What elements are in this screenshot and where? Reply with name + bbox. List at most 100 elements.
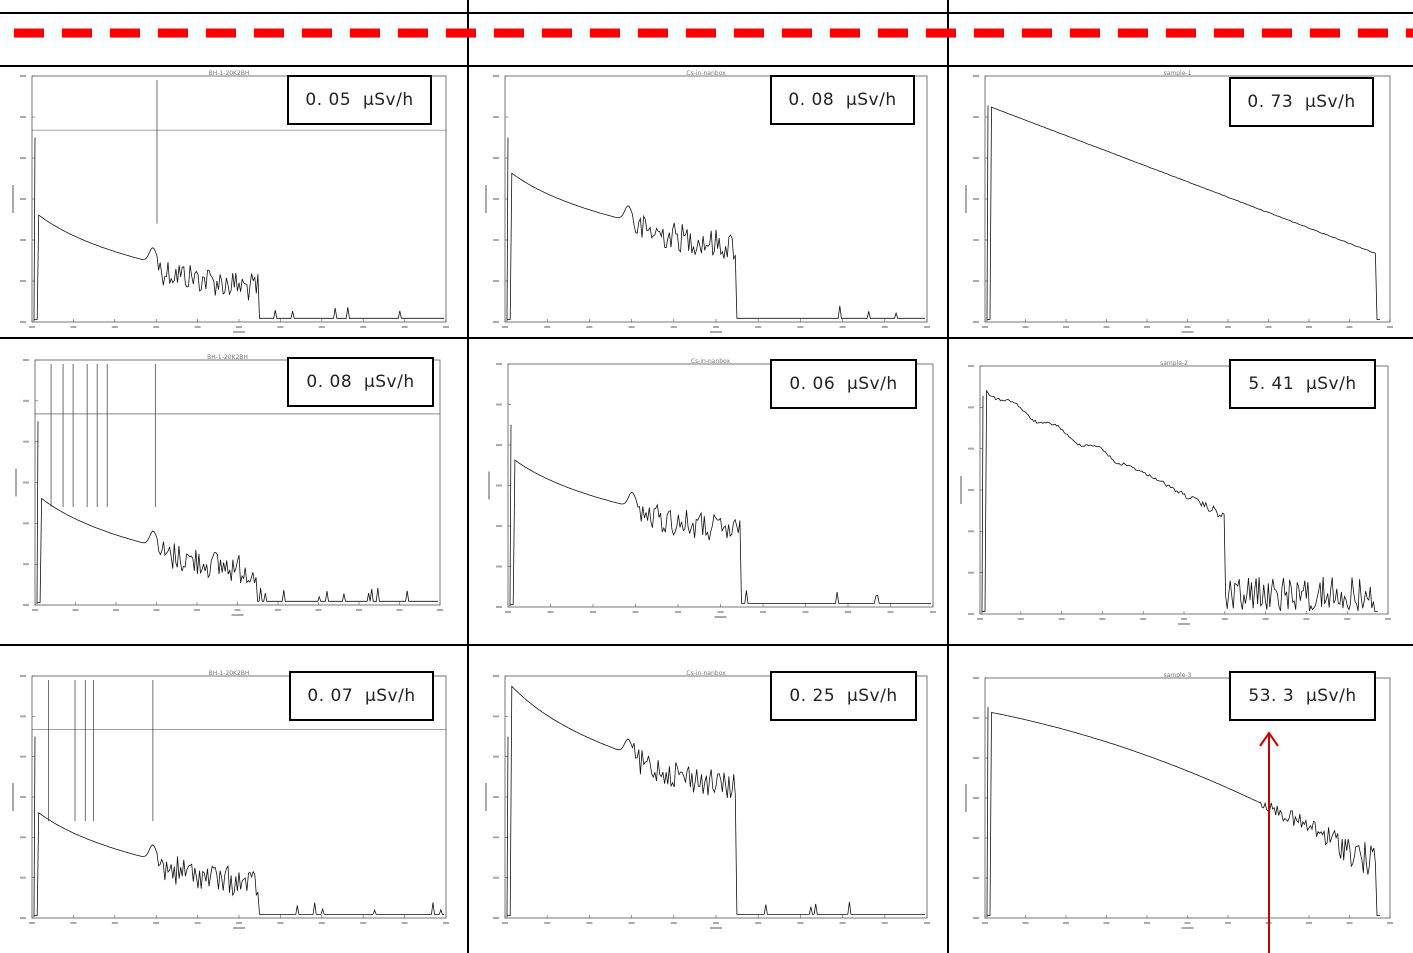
y-tick-label (493, 157, 499, 159)
x-tick-label (153, 609, 160, 611)
plot-title-r2c3: sample-2 (1160, 360, 1188, 367)
y-tick-label (496, 525, 502, 527)
x-tick-label (670, 922, 677, 924)
y-tick-label (496, 403, 502, 406)
y-tick-label (23, 440, 29, 443)
y-tick-label (973, 877, 979, 879)
dose-rate-label-r3c3: 53. 3 μSv/h (1229, 671, 1376, 721)
y-tick-label (23, 604, 29, 606)
y-tick-label (968, 530, 974, 533)
x-tick-label (924, 922, 930, 924)
x-tick-label (401, 922, 408, 924)
x-tick-label (194, 922, 201, 924)
x-tick-label (1306, 922, 1312, 924)
x-tick-label (628, 326, 635, 328)
spectrum-plot-r3c1 (12, 675, 449, 929)
x-tick-label (547, 611, 554, 613)
x-tick-label (401, 326, 408, 328)
y-tick-label (20, 715, 26, 718)
x-tick-label (760, 611, 766, 613)
spectrum-series (981, 389, 1378, 614)
x-tick-label (236, 326, 242, 328)
x-tick-label (437, 609, 443, 611)
x-tick-label (628, 922, 635, 924)
x-tick-label (32, 609, 38, 611)
x-tick-label (194, 609, 200, 611)
y-axis-label (15, 468, 17, 497)
x-tick-label (1184, 326, 1191, 328)
x-tick-label (356, 609, 362, 611)
x-tick-label (930, 611, 936, 613)
x-tick-label (318, 326, 325, 328)
y-tick-label (493, 198, 499, 200)
plot-title-r1c3: sample-1 (1163, 70, 1192, 77)
y-tick-label (493, 715, 499, 718)
y-axis-label (960, 476, 962, 504)
y-tick-label (968, 447, 974, 450)
y-axis-label (965, 784, 967, 812)
x-axis-label (231, 614, 244, 616)
y-tick-label (493, 116, 499, 118)
plot-title-r3c2: Cs-in-nanbox (686, 670, 726, 677)
spectrum-series (33, 736, 444, 918)
x-tick-label (113, 609, 119, 611)
x-tick-label (72, 609, 79, 611)
y-tick-label (968, 571, 974, 574)
plot-title-r2c2: Cs-in-nanbox (690, 358, 731, 365)
x-tick-label (277, 922, 284, 924)
x-tick-label (29, 922, 35, 924)
x-tick-label (1225, 326, 1231, 328)
x-tick-label (1017, 618, 1024, 620)
x-axis-label (233, 927, 245, 929)
spectrum-series (506, 685, 925, 918)
x-tick-label (1262, 618, 1269, 620)
y-tick-label (20, 239, 26, 241)
x-tick-label (70, 326, 77, 328)
x-tick-label (1385, 618, 1391, 620)
x-tick-label (670, 326, 677, 328)
y-tick-label (973, 321, 979, 323)
x-tick-label (1063, 922, 1069, 924)
x-axis-label (1181, 331, 1194, 333)
y-axis-label (12, 783, 14, 811)
y-tick-label (973, 837, 979, 839)
y-tick-label (493, 75, 499, 77)
y-tick-label (20, 876, 26, 879)
x-tick-label (977, 618, 983, 620)
x-tick-label (839, 922, 846, 924)
x-tick-label (713, 922, 719, 924)
y-tick-label (20, 796, 26, 798)
x-tick-label (70, 922, 77, 924)
x-tick-label (502, 326, 508, 328)
y-axis-label (965, 185, 967, 213)
x-axis-label (233, 331, 245, 333)
indicator-arrow-head (1259, 731, 1279, 747)
y-tick-label (973, 717, 979, 719)
x-tick-label (443, 922, 449, 924)
y-tick-label (496, 484, 502, 487)
y-tick-label (973, 75, 979, 77)
x-tick-label (1181, 618, 1187, 620)
x-tick-label (318, 922, 325, 924)
x-tick-label (755, 922, 762, 924)
y-tick-label (968, 406, 974, 409)
x-axis-label (710, 927, 722, 929)
x-tick-label (153, 922, 160, 924)
x-tick-label (845, 611, 851, 613)
dose-rate-label-r3c1: 0. 07 μSv/h (289, 671, 434, 721)
y-tick-label (496, 565, 502, 568)
x-tick-label (443, 326, 449, 328)
x-tick-label (632, 611, 639, 613)
y-tick-label (496, 444, 502, 446)
x-tick-label (1063, 326, 1069, 328)
x-tick-label (1387, 922, 1393, 924)
spectrum-series (509, 424, 931, 607)
y-tick-label (493, 876, 499, 879)
dose-rate-label-r1c1: 0. 05 μSv/h (287, 75, 432, 125)
plot-title-r1c1: BH-1-20K2BH (208, 70, 250, 77)
y-axis-label (485, 185, 487, 213)
x-tick-label (924, 326, 930, 328)
x-tick-label (29, 326, 35, 328)
y-tick-label (973, 280, 979, 282)
